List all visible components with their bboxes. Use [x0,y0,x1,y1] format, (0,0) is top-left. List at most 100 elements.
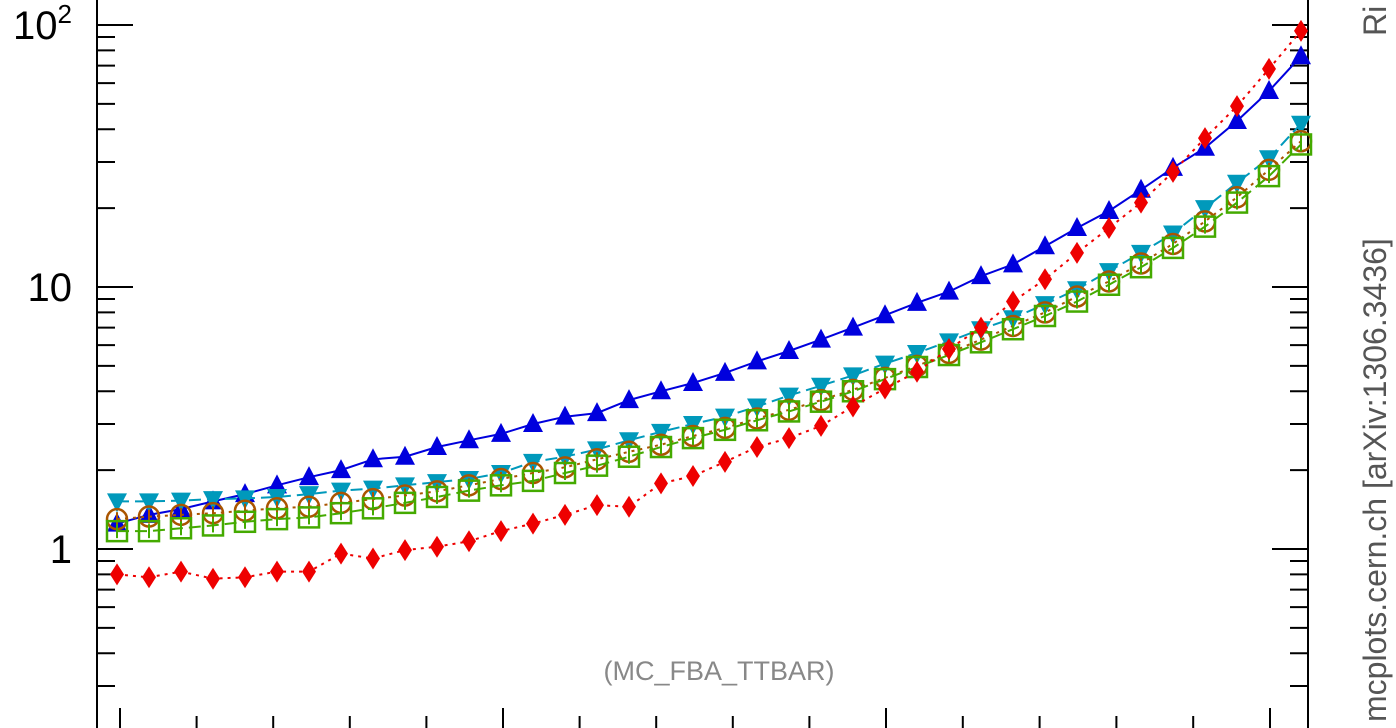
data-point [1035,235,1055,255]
data-point [1291,45,1311,65]
y-tick-label: 102 [13,0,72,48]
plot-frame [96,0,1309,728]
data-point [843,367,863,387]
data-point [299,466,319,486]
data-point [398,539,412,562]
x-axis-ticks [119,708,1271,728]
data-point [329,501,353,525]
data-point [974,316,988,339]
data-point [1003,253,1023,273]
data-point [907,291,927,311]
data-point [713,418,737,442]
data-point [238,566,252,589]
data-point [747,350,767,370]
data-point [395,445,415,465]
data-point [875,355,895,375]
series-triangle-up [107,45,1311,532]
data-point [558,503,572,526]
data-point [363,448,383,468]
data-point [907,344,927,364]
data-point [393,491,417,515]
data-point [1294,19,1308,42]
data-point [1067,216,1087,236]
data-point [750,436,764,459]
data-point [523,412,543,432]
data-point [489,474,513,497]
series-line [116,55,1302,525]
y-tick-label: 10 [28,266,73,310]
data-point [1257,164,1281,188]
data-point [939,280,959,300]
data-point [491,422,511,442]
data-point [971,265,991,285]
data-point [171,492,191,512]
data-point [617,445,641,468]
data-point [811,377,831,397]
data-point [302,560,316,583]
data-point [174,560,188,583]
data-point [622,495,636,518]
series-triangle-down [107,115,1311,513]
data-point [1227,110,1247,130]
data-point [1033,304,1057,328]
data-point [585,454,609,477]
data-point [553,461,577,485]
data-point [1006,290,1020,313]
data-point [297,506,321,529]
data-point [425,485,449,509]
data-point [169,517,193,540]
data-point [555,405,575,425]
data-point [462,530,476,553]
series-line [117,123,1302,503]
data-point [1065,290,1089,313]
data-point [1038,268,1052,291]
data-point [430,535,444,558]
data-point [1131,178,1151,198]
data-point [846,395,860,418]
series-line [117,143,1302,533]
data-point [270,560,284,583]
data-point [361,497,385,520]
data-point [494,520,508,543]
data-point [777,400,801,423]
data-point [745,409,769,432]
data-point [457,479,481,502]
data-point [715,361,735,381]
data-point [267,474,287,494]
data-point [654,472,668,495]
y-axis-ticks [97,24,1308,687]
data-point [649,435,673,459]
data-point [779,387,799,407]
y-axis-tick-labels: 1 10 102 [13,0,72,572]
data-point [1259,79,1279,99]
data-point [110,563,124,586]
data-point [1161,236,1185,260]
data-point [1102,216,1116,239]
data-point [590,494,604,517]
data-point [1001,317,1025,341]
data-point [811,328,831,348]
data-point [334,542,348,565]
data-point [683,372,703,392]
data-point [1134,191,1148,214]
data-point [878,377,892,400]
data-point [1225,191,1249,214]
data-point [681,426,705,450]
data-point [718,450,732,473]
series-square [105,133,1313,543]
data-point [427,474,447,494]
side-corner-text: Ri [1357,6,1393,36]
data-point [1230,95,1244,118]
data-point [1193,215,1217,238]
data-point [1291,115,1311,135]
data-point [779,339,799,359]
data-point [107,493,127,513]
data-point [942,337,956,360]
series-diamond [110,19,1308,590]
data-point [587,402,607,422]
analysis-tag: (MC_FBA_TTBAR) [603,656,834,686]
series-line [116,30,1302,580]
data-point [1099,200,1119,220]
side-credit: mcplots.cern.ch [arXiv:1306.3436] [1357,238,1393,722]
data-point [782,427,796,450]
